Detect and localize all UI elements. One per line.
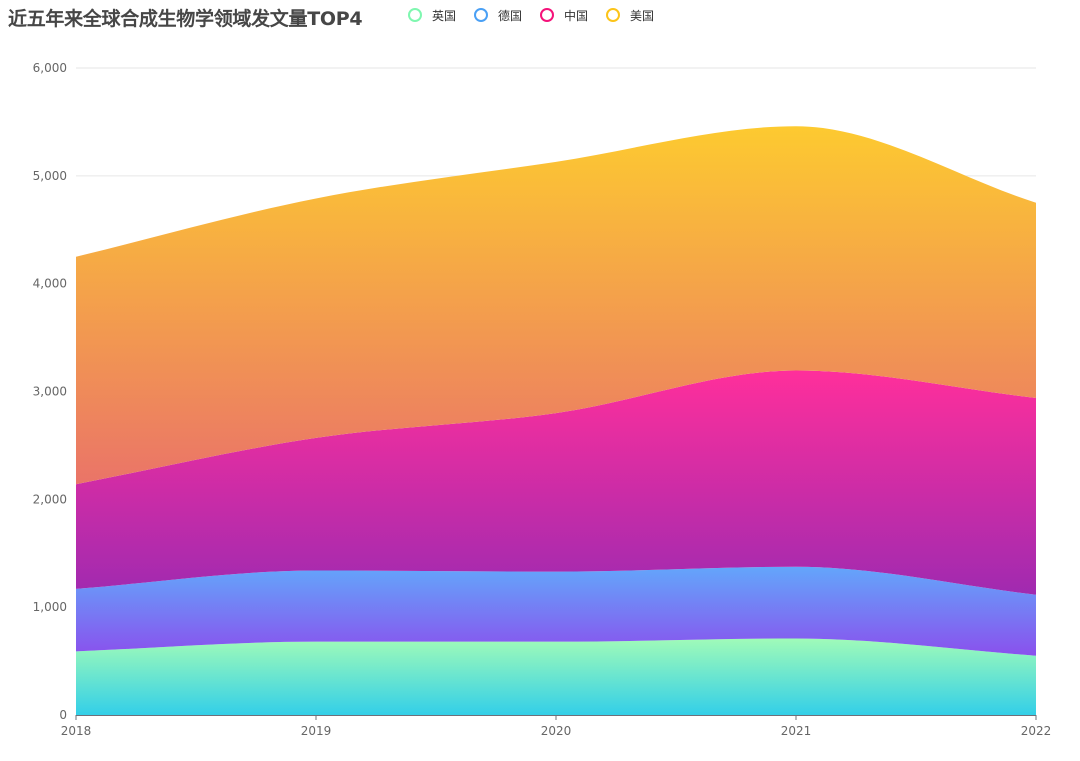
legend-marker-germany [474,8,489,22]
x-tick-label: 2019 [301,724,332,738]
legend-label-germany: 德国 [498,8,523,23]
legend-marker-china [540,8,555,22]
legend-marker-uk [408,8,422,22]
y-tick-label: 4,000 [33,277,67,291]
area-series-uk[interactable] [76,638,1036,715]
area-series-usa[interactable] [76,126,1036,485]
legend-label-usa: 美国 [630,8,655,23]
legend: 英国 德国 中国 美国 [408,5,672,25]
legend-item-germany[interactable]: 德国 [474,7,522,24]
y-tick-label: 2,000 [33,492,67,506]
area-series-china[interactable] [76,370,1036,595]
legend-item-usa[interactable]: 美国 [606,7,654,24]
legend-marker-usa [606,8,621,22]
area-series-germany[interactable] [76,566,1036,656]
y-tick-label: 0 [59,708,67,722]
y-tick-label: 5,000 [33,169,67,183]
y-tick-label: 3,000 [33,385,67,399]
y-tick-label: 6,000 [33,61,67,75]
legend-label-uk: 英国 [432,8,457,23]
legend-item-china[interactable]: 中国 [540,7,588,24]
legend-item-uk[interactable]: 英国 [408,7,456,24]
axes: 0 1,000 2,000 3,000 4,000 5,000 6,000 2018 2019 2… [33,61,1052,738]
area-series [76,126,1036,715]
x-tick-label: 2020 [541,724,572,738]
legend-label-china: 中国 [564,8,589,23]
x-tick-label: 2021 [781,724,812,738]
x-tick-label: 2018 [61,724,92,738]
y-tick-label: 1,000 [33,600,67,614]
chart-title: 近五年来全球合成生物学领域发文量TOP4 [8,8,363,30]
x-tick-label: 2022 [1021,724,1052,738]
